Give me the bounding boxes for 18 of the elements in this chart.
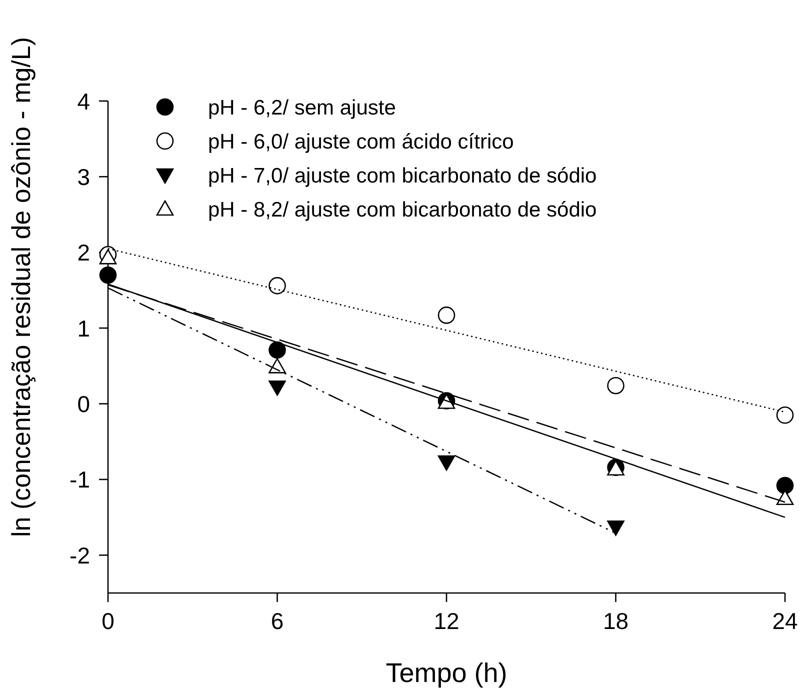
y-axis-title: ln (concentração residual de ozônio - mg/L) — [6, 36, 36, 538]
y-tick-label: -1 — [70, 466, 90, 493]
x-tick-label: 0 — [102, 608, 114, 634]
y-tick-label: 3 — [77, 164, 90, 190]
y-tick-label: 0 — [77, 391, 90, 418]
legend-label: pH - 7,0/ ajuste com bicarbonato de sódio — [208, 164, 597, 188]
legend-label: pH - 6,0/ ajuste com ácido cítrico — [208, 130, 514, 154]
x-tick-label: 6 — [270, 608, 284, 634]
y-tick-label: 4 — [77, 88, 90, 114]
x-axis-title: Tempo (h) — [386, 658, 508, 688]
y-tick-label: 1 — [77, 315, 90, 342]
legend-label: pH - 8,2/ ajuste com bicarbonato de sódio — [208, 198, 597, 222]
y-tick-label: 2 — [77, 240, 90, 266]
x-tick-label: 18 — [602, 608, 629, 634]
legend-label: pH - 6,2/ sem ajuste — [208, 96, 396, 120]
x-tick-label: 24 — [772, 608, 798, 634]
y-tick-label: -2 — [70, 542, 90, 568]
x-tick-label: 12 — [434, 608, 460, 634]
